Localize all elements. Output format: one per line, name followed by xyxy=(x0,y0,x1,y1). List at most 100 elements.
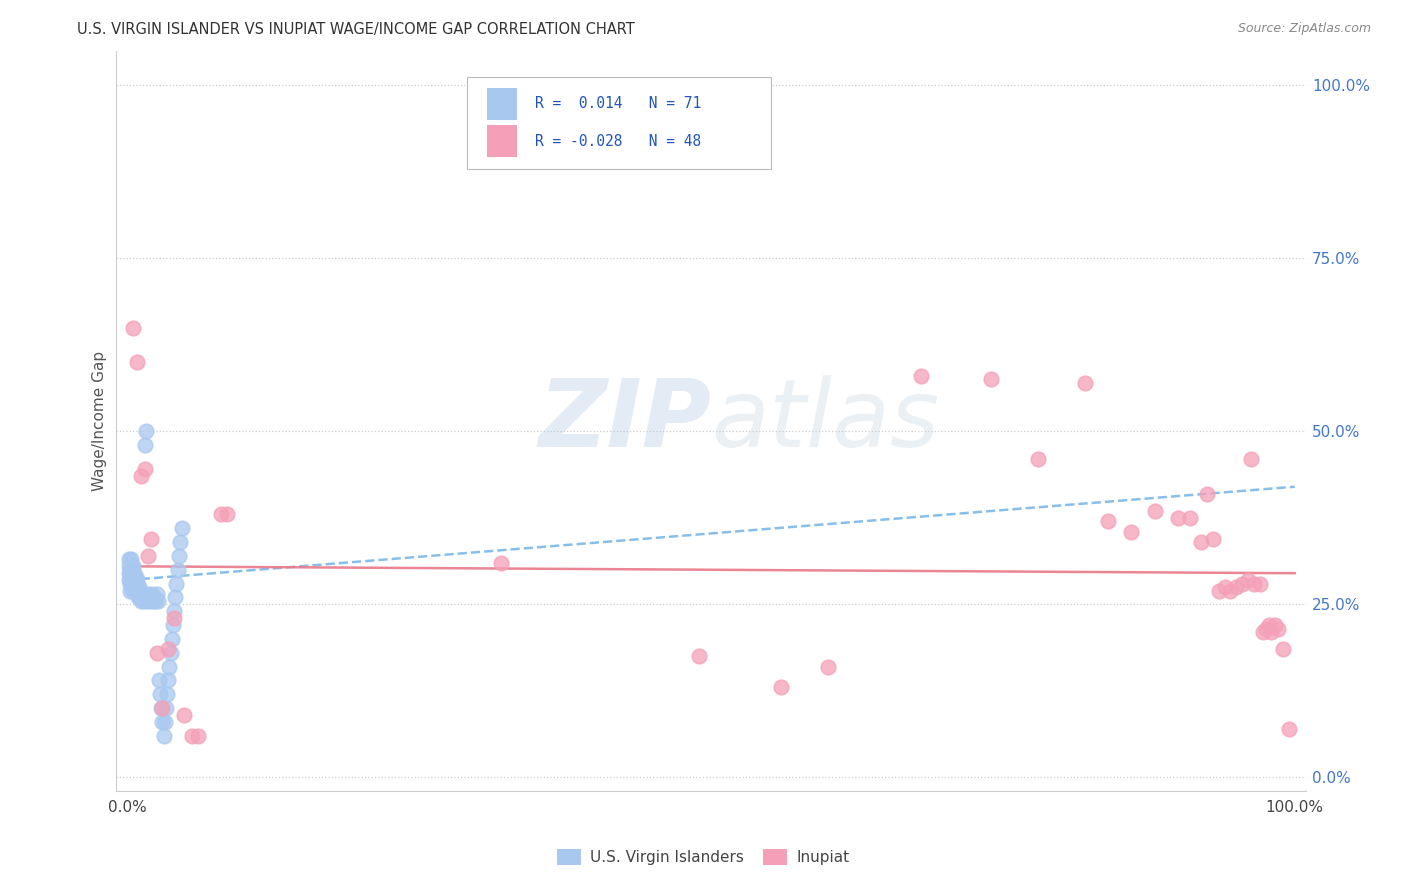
Point xyxy=(1121,524,1143,539)
Point xyxy=(132,594,155,608)
Point xyxy=(131,591,153,605)
Point xyxy=(1260,625,1282,640)
Point xyxy=(1197,486,1219,500)
Point xyxy=(1097,514,1119,528)
FancyBboxPatch shape xyxy=(467,77,770,169)
Point xyxy=(980,372,1002,386)
Point xyxy=(118,583,141,598)
Point xyxy=(118,576,141,591)
Point xyxy=(153,714,176,729)
Text: atlas: atlas xyxy=(711,376,939,467)
Point xyxy=(145,594,167,608)
FancyBboxPatch shape xyxy=(488,126,517,157)
Point xyxy=(122,583,145,598)
Point xyxy=(1073,376,1095,390)
Point xyxy=(121,566,143,581)
Point xyxy=(138,549,160,563)
Text: R = -0.028   N = 48: R = -0.028 N = 48 xyxy=(534,134,702,149)
Point xyxy=(1178,511,1201,525)
FancyBboxPatch shape xyxy=(488,88,517,120)
Point xyxy=(124,583,146,598)
Point xyxy=(118,569,141,583)
Point xyxy=(117,566,139,581)
Point xyxy=(125,355,148,369)
Point xyxy=(1026,452,1049,467)
Point xyxy=(118,563,141,577)
Point xyxy=(1258,618,1281,632)
Point xyxy=(131,594,153,608)
Point xyxy=(138,591,160,605)
Point xyxy=(1254,622,1277,636)
Point xyxy=(157,642,180,657)
Point xyxy=(166,563,188,577)
Point xyxy=(159,646,181,660)
Point xyxy=(125,580,148,594)
Point xyxy=(159,659,181,673)
Point xyxy=(1249,576,1271,591)
Point xyxy=(145,587,167,601)
Point xyxy=(142,594,165,608)
Point xyxy=(1219,583,1241,598)
Point xyxy=(124,580,146,594)
Point xyxy=(209,508,232,522)
Text: ZIP: ZIP xyxy=(538,375,711,467)
Point xyxy=(1251,625,1274,640)
Point xyxy=(134,462,156,476)
Point xyxy=(150,701,173,715)
Point xyxy=(770,681,793,695)
Point xyxy=(173,708,195,723)
Point xyxy=(160,632,183,646)
Point xyxy=(1202,532,1225,546)
Point xyxy=(122,576,145,591)
Point xyxy=(127,591,149,605)
Point xyxy=(145,646,167,660)
Point xyxy=(129,591,152,605)
Point xyxy=(143,591,166,605)
Point xyxy=(152,701,174,715)
Text: Source: ZipAtlas.com: Source: ZipAtlas.com xyxy=(1237,22,1371,36)
Point xyxy=(1230,576,1253,591)
Point xyxy=(162,618,184,632)
Point xyxy=(139,594,162,608)
Point xyxy=(127,583,149,598)
Point xyxy=(146,594,169,608)
Point xyxy=(163,611,186,625)
Point xyxy=(122,320,145,334)
Point xyxy=(136,594,159,608)
Point xyxy=(120,573,142,587)
Point xyxy=(131,469,153,483)
Point xyxy=(817,659,839,673)
Point xyxy=(129,583,152,598)
Point xyxy=(489,556,512,570)
Point xyxy=(120,559,142,574)
Point xyxy=(121,559,143,574)
Point xyxy=(117,559,139,574)
Point xyxy=(1237,573,1260,587)
Point xyxy=(124,569,146,583)
Point xyxy=(124,576,146,591)
Legend: U.S. Virgin Islanders, Inupiat: U.S. Virgin Islanders, Inupiat xyxy=(551,843,855,871)
Point xyxy=(128,580,150,594)
Point xyxy=(121,580,143,594)
Point xyxy=(167,549,190,563)
Point xyxy=(180,729,202,743)
Point xyxy=(148,673,170,688)
Y-axis label: Wage/Income Gap: Wage/Income Gap xyxy=(93,351,107,491)
Point xyxy=(1189,535,1212,549)
Point xyxy=(122,559,145,574)
Point xyxy=(125,573,148,587)
Point xyxy=(152,729,174,743)
Point xyxy=(138,587,160,601)
Point xyxy=(186,729,208,743)
Point xyxy=(215,508,238,522)
Point xyxy=(120,566,142,581)
Point xyxy=(688,649,710,664)
Point xyxy=(149,687,172,701)
Point xyxy=(910,368,932,383)
Point xyxy=(165,591,187,605)
Point xyxy=(1213,580,1236,594)
Point xyxy=(122,566,145,581)
Point xyxy=(125,587,148,601)
Point xyxy=(124,566,146,581)
Point xyxy=(117,552,139,566)
